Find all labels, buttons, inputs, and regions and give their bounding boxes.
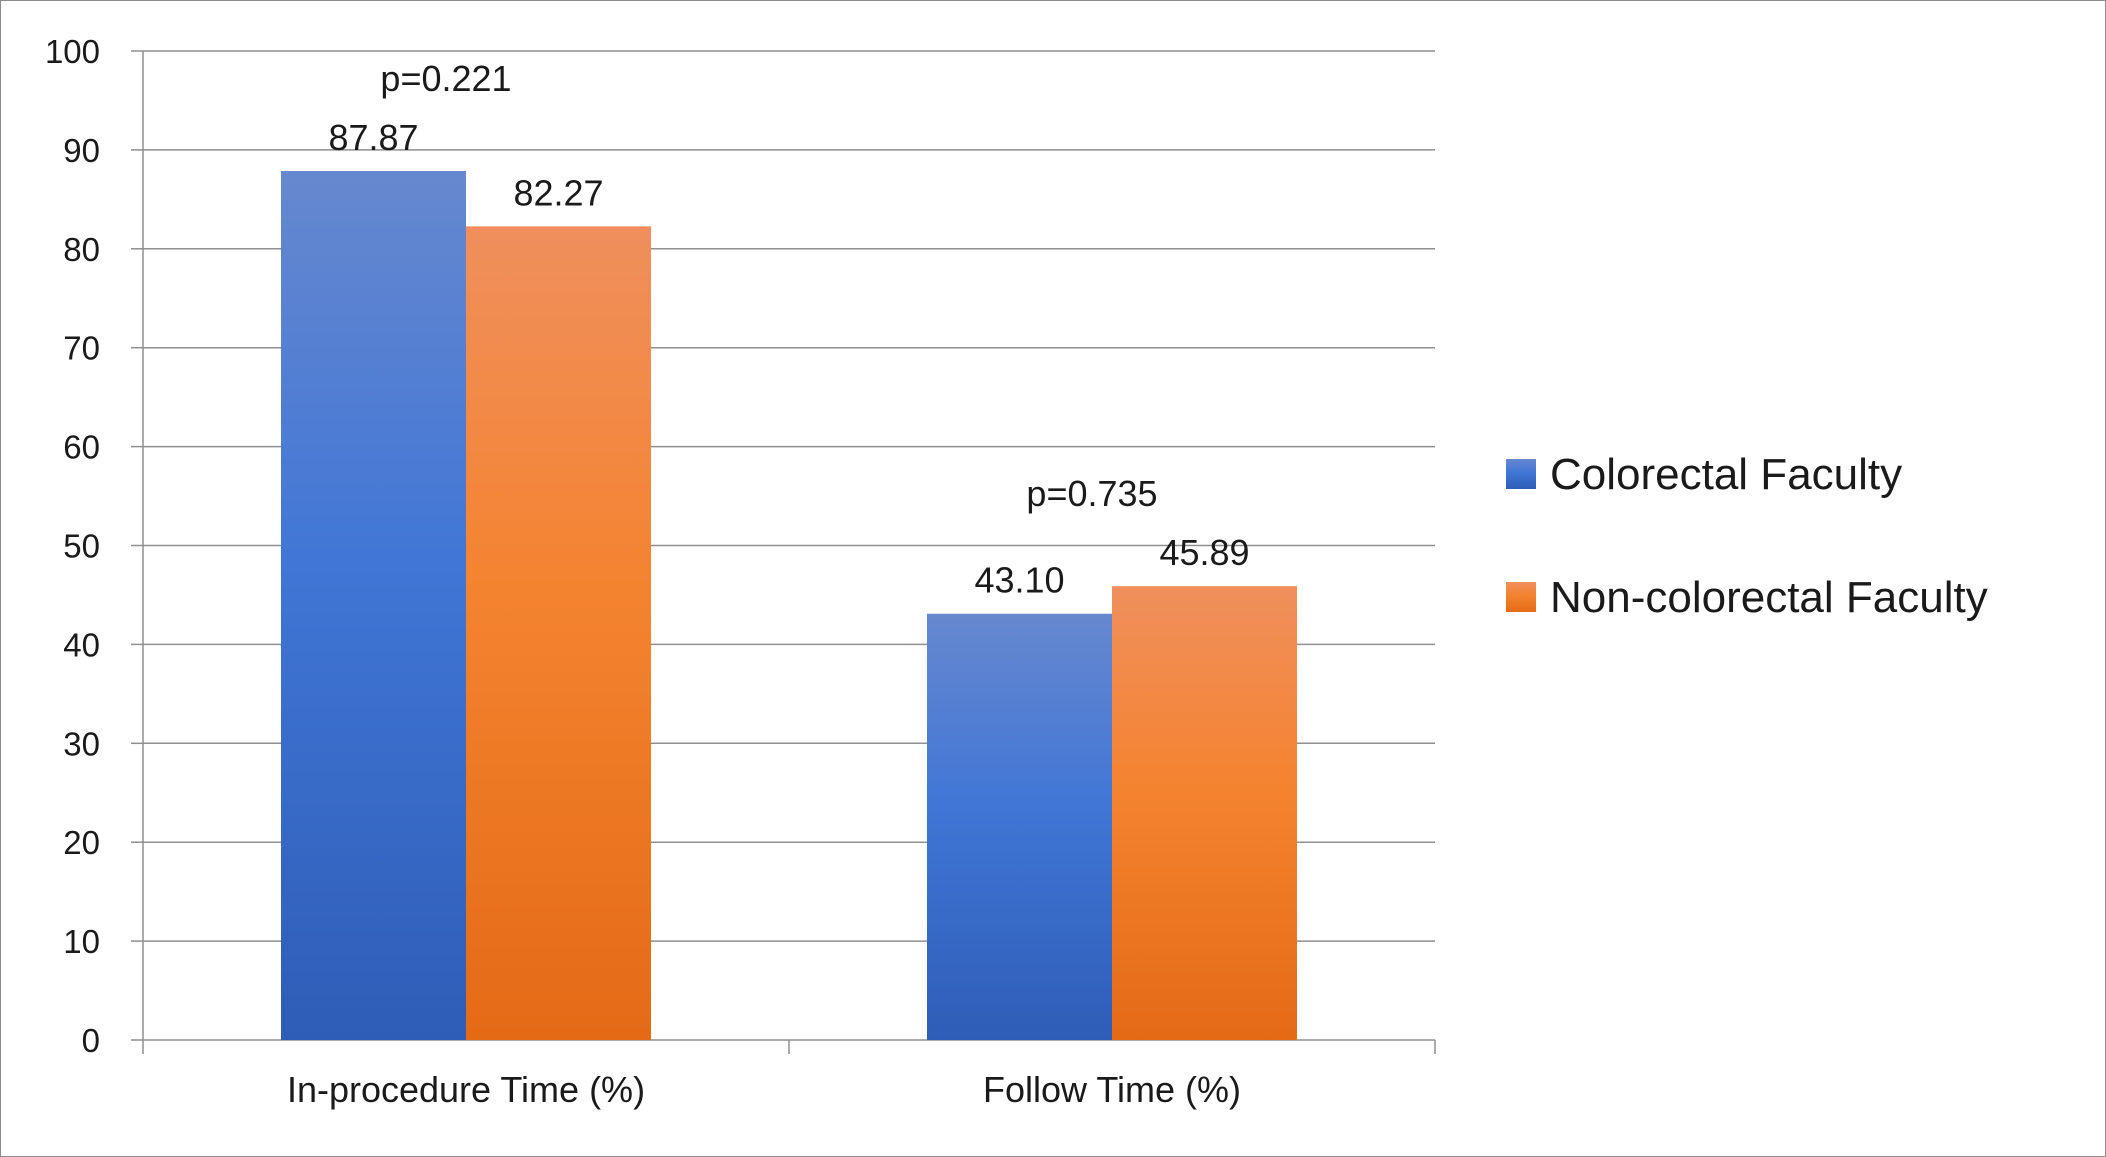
legend-swatch-non-colorectal [1506,582,1536,612]
y-tick-label: 100 [45,33,100,70]
data-label: 82.27 [513,172,603,213]
y-tick-label: 80 [63,231,100,268]
legend-swatch-colorectal [1506,459,1536,489]
data-label: 45.89 [1159,532,1249,573]
y-tick-label: 60 [63,429,100,466]
labels: 87.87 82.27 p=0.221 In-procedure Time (%) 43… [287,58,1250,1110]
bars [281,170,1297,1040]
y-tick-label: 0 [82,1022,100,1059]
legend-label: Colorectal Faculty [1550,450,1902,499]
bar-non-colorectal-2 [1112,586,1297,1040]
y-tick-label: 90 [63,132,100,169]
y-tick-label: 50 [63,528,100,565]
data-label: 43.10 [974,560,1064,601]
bar-colorectal-1 [281,170,466,1040]
axes: 0 10 20 30 40 50 60 70 80 90 100 [45,33,1436,1059]
bar-non-colorectal-1 [466,226,651,1040]
data-label: 87.87 [328,117,418,158]
y-tick-label: 20 [63,824,100,861]
legend-label: Non-colorectal Faculty [1550,573,1988,622]
y-tick-label: 70 [63,330,100,367]
y-tick-label: 40 [63,626,100,663]
y-tick-label: 30 [63,725,100,762]
x-category-label: In-procedure Time (%) [287,1069,645,1110]
legend: Colorectal Faculty Non-colorectal Faculty [1506,450,1988,622]
x-category-label: Follow Time (%) [983,1069,1241,1110]
p-value-annotation: p=0.221 [380,58,511,99]
y-tick-label: 10 [63,923,100,960]
bar-colorectal-2 [927,613,1112,1040]
p-value-annotation: p=0.735 [1026,473,1157,514]
